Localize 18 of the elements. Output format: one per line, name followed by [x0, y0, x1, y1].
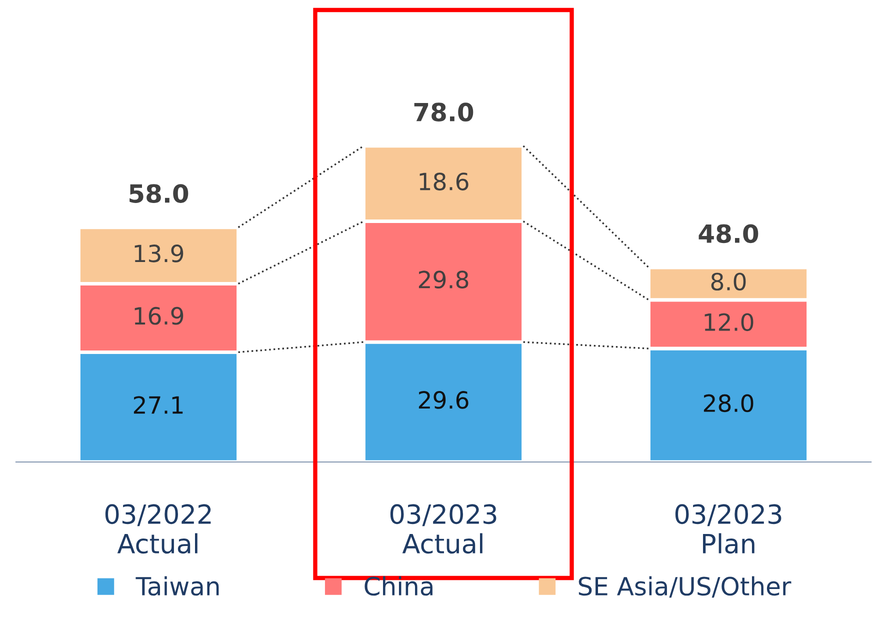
data-label: 12.0 [704, 313, 754, 332]
data-label: 8.0 [711, 272, 746, 291]
x-tick-label: 03/2023 Plan [675, 504, 782, 554]
total-label: 58.0 [130, 184, 188, 203]
x-tick-label: 03/2022 Actual [105, 504, 211, 554]
legend-label: China [364, 576, 432, 596]
data-label: 29.8 [418, 270, 468, 289]
total-label: 48.0 [698, 224, 758, 244]
data-label: 28.0 [704, 394, 754, 412]
data-label: 18.6 [420, 172, 468, 190]
data-label: 29.6 [418, 391, 468, 409]
data-label: 16.9 [134, 306, 184, 325]
x-tick-label: 03/2023 Actual [390, 504, 496, 554]
legend-label: SE Asia/US/Other [578, 576, 792, 598]
total-label: 78.0 [414, 102, 474, 122]
legend-label: Taiwan [136, 576, 219, 596]
data-label: 27.1 [134, 396, 183, 414]
data-label: 13.9 [134, 244, 184, 262]
